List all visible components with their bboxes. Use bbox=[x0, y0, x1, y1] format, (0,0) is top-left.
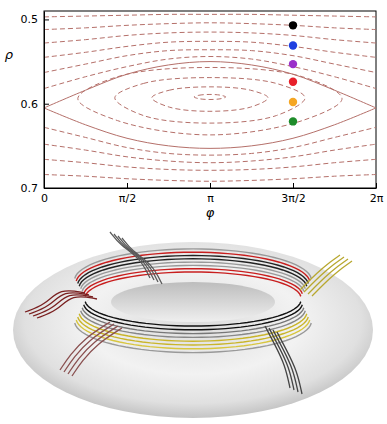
plot: 0 π/2 π 3π/2 2π 0.5 0.6 0.7 bbox=[21, 11, 384, 205]
flux-contour bbox=[44, 62, 376, 108]
field-line bbox=[79, 259, 307, 286]
point bbox=[289, 98, 297, 106]
field-line bbox=[33, 295, 93, 316]
island-contour bbox=[115, 78, 305, 124]
x-tick: 2π bbox=[370, 183, 384, 205]
flux-contour bbox=[44, 14, 376, 17]
field-line bbox=[29, 293, 89, 314]
field-line bbox=[75, 249, 312, 279]
x-tick-label: 0 bbox=[41, 192, 48, 205]
x-tick-label: π bbox=[207, 192, 214, 205]
x-tick: 3π/2 bbox=[281, 183, 305, 205]
field-line bbox=[25, 291, 85, 312]
y-tick: 0.7 bbox=[21, 182, 50, 195]
field-line bbox=[308, 259, 348, 294]
x-tick-label: π/2 bbox=[119, 192, 136, 205]
x-tick-mark bbox=[210, 183, 211, 188]
island-contour bbox=[78, 67, 342, 134]
flux-contour bbox=[44, 108, 376, 148]
point bbox=[289, 78, 297, 86]
field-line bbox=[300, 255, 340, 290]
x-tick-label: 2π bbox=[370, 192, 384, 205]
y-tick-mark bbox=[44, 104, 49, 105]
x-tick: π bbox=[207, 183, 214, 205]
point bbox=[289, 117, 297, 125]
island-contour bbox=[194, 94, 226, 99]
x-axis-title: φ bbox=[206, 205, 215, 220]
field-line bbox=[37, 297, 97, 318]
point bbox=[289, 41, 297, 49]
field-line bbox=[78, 256, 309, 284]
flux-contour bbox=[44, 144, 376, 163]
field-line bbox=[72, 328, 122, 376]
y-tick-mark bbox=[44, 19, 49, 20]
y-axis-line bbox=[44, 12, 45, 189]
field-line bbox=[273, 330, 298, 392]
x-tick-mark bbox=[376, 183, 377, 188]
point bbox=[289, 21, 297, 29]
x-axis-line bbox=[45, 188, 377, 189]
flux-contour bbox=[44, 159, 376, 170]
torus-illustration bbox=[13, 232, 373, 418]
field-line bbox=[304, 257, 344, 292]
field-line bbox=[114, 234, 154, 280]
torus-surface bbox=[13, 242, 373, 418]
torus-hole bbox=[111, 282, 275, 322]
flux-contour bbox=[44, 32, 376, 43]
x-tick-mark bbox=[293, 183, 294, 188]
y-tick-label: 0.5 bbox=[21, 13, 39, 26]
x-axis: 0 π/2 π 3π/2 2π bbox=[41, 183, 384, 205]
y-tick-mark bbox=[44, 188, 49, 189]
point bbox=[289, 60, 297, 68]
x-tick-label: 3π/2 bbox=[281, 192, 305, 205]
y-tick-label: 0.7 bbox=[21, 182, 39, 195]
island-contour bbox=[152, 87, 268, 111]
y-axis: 0.5 0.6 0.7 bbox=[21, 12, 50, 196]
y-tick: 0.5 bbox=[21, 13, 50, 26]
field-line bbox=[277, 332, 302, 394]
y-tick: 0.6 bbox=[21, 98, 50, 111]
field-line bbox=[76, 252, 310, 281]
marks bbox=[44, 14, 376, 181]
figure: 0 π/2 π 3π/2 2π 0.5 0.6 0.7 φ ρ bbox=[0, 0, 387, 424]
x-tick-mark bbox=[127, 183, 128, 188]
field-line bbox=[110, 232, 150, 278]
y-axis-title: ρ bbox=[5, 47, 14, 62]
y-tick-label: 0.6 bbox=[21, 98, 39, 111]
field-line bbox=[118, 236, 158, 282]
field-line bbox=[75, 323, 312, 353]
x-tick: π/2 bbox=[119, 183, 136, 205]
field-line bbox=[312, 261, 352, 296]
field-line bbox=[122, 238, 162, 284]
flux-contour bbox=[44, 23, 376, 30]
field-line bbox=[81, 262, 306, 289]
plot-frame bbox=[44, 11, 376, 188]
flux-contour bbox=[44, 175, 376, 182]
